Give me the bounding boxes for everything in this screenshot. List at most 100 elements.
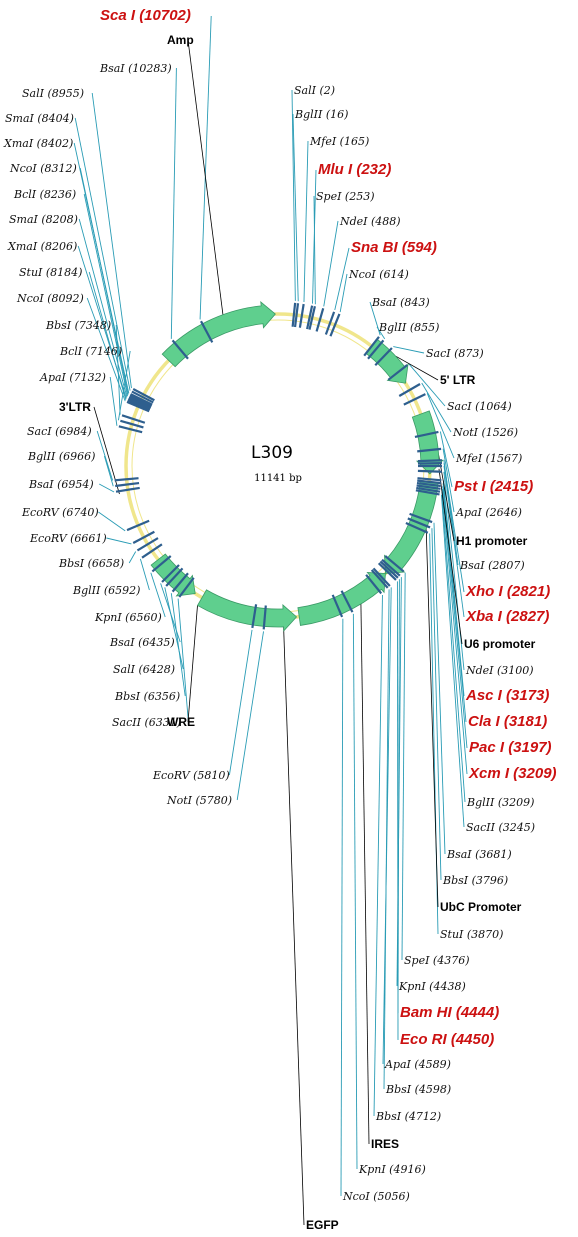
site-mark <box>262 605 267 630</box>
site-label: NcoI (8092) <box>16 292 84 305</box>
site-connector <box>334 247 350 311</box>
site-label: BbsI (6658) <box>58 557 124 570</box>
site-label: XmaI (8402) <box>3 137 73 150</box>
site-connector <box>442 483 467 723</box>
site-mark <box>370 569 389 589</box>
feature-label: UbC Promoter <box>440 900 522 914</box>
site-label: NotI (5780) <box>166 794 232 807</box>
site-label: BbsI (3796) <box>442 874 508 887</box>
feature-label: WRE <box>167 715 195 729</box>
site-mark <box>127 398 151 411</box>
site-mark <box>417 447 442 453</box>
site-label: BsaI (6435) <box>109 636 175 649</box>
site-mark <box>128 395 152 408</box>
site-mark <box>417 479 442 485</box>
site-connector <box>433 522 446 855</box>
connector-lines <box>73 15 468 1226</box>
site-connector <box>78 218 128 398</box>
site-mark <box>414 430 439 438</box>
site-mark <box>405 521 429 534</box>
site-connector <box>441 489 468 775</box>
site-label: Cla I (3181) <box>468 713 547 730</box>
site-mark <box>127 399 151 412</box>
site-connector <box>339 273 348 313</box>
site-mark <box>417 477 442 482</box>
feature-label: U6 promoter <box>464 637 536 651</box>
feature-label: 5' LTR <box>440 373 476 387</box>
site-connector <box>441 494 465 828</box>
site-label: SmaI (8404) <box>5 112 74 125</box>
site-connector <box>408 363 446 407</box>
site-label: Eco RI (4450) <box>400 1031 494 1048</box>
site-label: ApaI (7132) <box>39 371 106 384</box>
feature-arrow <box>196 589 298 632</box>
site-mark <box>115 481 140 488</box>
site-mark <box>398 383 421 397</box>
site-mark <box>416 481 441 488</box>
site-mark <box>130 393 153 406</box>
site-connector <box>442 480 465 697</box>
site-connector <box>323 220 339 307</box>
site-connector <box>128 551 137 564</box>
site-label: BsaI (843) <box>371 296 430 309</box>
site-label: BglII (6966) <box>27 450 95 463</box>
site-connector <box>88 271 127 400</box>
site-label: EcoRV (6661) <box>29 532 107 545</box>
site-label: Xho I (2821) <box>465 583 550 600</box>
site-label: BglII (16) <box>294 108 348 121</box>
site-mark <box>298 303 305 328</box>
site-label: EcoRV (5810) <box>152 769 230 782</box>
site-label: SmaI (8208) <box>9 213 78 226</box>
site-mark <box>374 347 393 367</box>
site-label: SacII (6331) <box>112 716 181 729</box>
site-connector <box>115 324 121 415</box>
site-connector <box>443 465 465 618</box>
feature-label: EGFP <box>306 1218 339 1232</box>
site-mark <box>171 572 189 593</box>
site-marks <box>114 302 442 630</box>
site-connector <box>199 15 212 320</box>
feature-arrow <box>161 300 276 368</box>
site-mark <box>200 320 214 343</box>
site-connector <box>139 558 150 591</box>
feature-label: H1 promoter <box>456 534 528 548</box>
site-label: StuI (8184) <box>19 266 82 279</box>
site-connector <box>373 594 383 1117</box>
site-connector <box>441 491 466 803</box>
site-label: BsaI (2807) <box>459 559 525 572</box>
site-label: NdeI (3100) <box>465 664 534 677</box>
site-connector <box>109 376 118 426</box>
site-label: BsaI (3681) <box>446 848 512 861</box>
site-mark <box>365 574 383 595</box>
site-connector <box>439 431 453 488</box>
site-mark <box>118 425 143 434</box>
site-mark <box>416 484 441 490</box>
site-mark <box>331 594 344 618</box>
site-label: Asc I (3173) <box>465 687 549 704</box>
site-connector <box>421 382 452 433</box>
site-label: Xcm I (3209) <box>468 765 557 782</box>
feature-arrow <box>297 572 386 626</box>
site-mark <box>367 339 385 360</box>
site-connector <box>383 589 390 1090</box>
site-label: KpnI (6560) <box>94 611 162 624</box>
site-connector <box>431 528 442 881</box>
feature-connector <box>425 528 439 908</box>
site-connector <box>303 140 309 303</box>
site-label: BclI (7146) <box>59 345 122 358</box>
site-mark <box>136 537 159 552</box>
site-mark <box>379 560 399 579</box>
site-connector <box>396 581 399 1041</box>
site-connector <box>96 430 114 481</box>
site-connector <box>170 67 177 339</box>
site-connector <box>393 346 425 354</box>
site-mark <box>178 577 195 598</box>
site-mark <box>407 517 431 529</box>
site-mark <box>306 305 314 330</box>
site-label: NdeI (488) <box>339 215 401 228</box>
site-connector <box>170 593 186 697</box>
site-mark <box>251 604 258 629</box>
site-mark <box>387 364 408 381</box>
